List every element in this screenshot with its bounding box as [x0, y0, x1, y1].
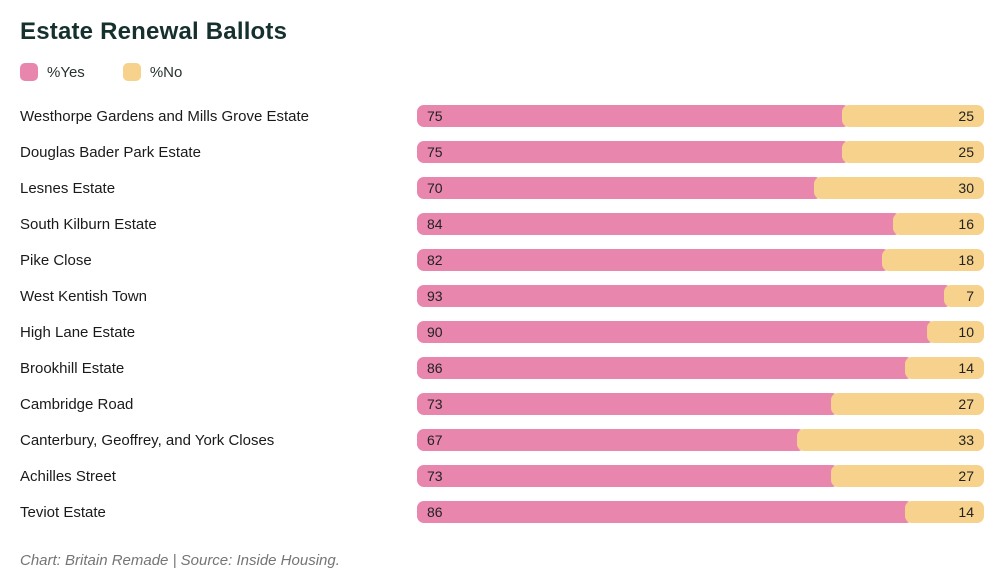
- category-label: Douglas Bader Park Estate: [20, 143, 201, 161]
- category-label: Teviot Estate: [20, 503, 106, 521]
- chart-row: Cambridge Road 73 27: [20, 393, 984, 415]
- no-bar-segment: 14: [904, 501, 984, 523]
- category-label: Westhorpe Gardens and Mills Grove Estate: [20, 107, 310, 125]
- no-legend-swatch: [122, 63, 141, 81]
- category-label: Pike Close: [20, 251, 92, 269]
- yes-bar-segment: 93: [417, 285, 953, 307]
- no-legend-label: %No: [149, 63, 183, 81]
- category-label: Cambridge Road: [20, 395, 134, 413]
- yes-bar-segment: 86: [417, 501, 913, 523]
- no-bar-segment: 14: [904, 357, 984, 379]
- chart-row: Teviot Estate 86 14: [20, 501, 984, 523]
- chart-row: Brookhill Estate 86 14: [20, 357, 984, 379]
- stacked-bar-chart: Westhorpe Gardens and Mills Grove Estate…: [20, 105, 984, 523]
- category-label: Canterbury, Geoffrey, and York Closes: [20, 431, 275, 449]
- bar-track: 86 14: [417, 357, 984, 379]
- no-bar-segment: 7: [944, 285, 984, 307]
- bar-track: 86 14: [417, 501, 984, 523]
- chart-row: South Kilburn Estate 84 16: [20, 213, 984, 235]
- no-bar-segment: 16: [893, 213, 984, 235]
- yes-bar-segment: 73: [417, 393, 839, 415]
- no-value-label: 16: [958, 216, 974, 232]
- no-value-label: 27: [958, 396, 974, 412]
- bar-track: 82 18: [417, 249, 984, 271]
- no-value-label: 27: [958, 468, 974, 484]
- yes-bar-segment: 67: [417, 429, 805, 451]
- category-label: South Kilburn Estate: [20, 215, 157, 233]
- yes-value-label: 75: [427, 108, 443, 124]
- bar-track: 73 27: [417, 465, 984, 487]
- yes-value-label: 67: [427, 432, 443, 448]
- bar-track: 75 25: [417, 105, 984, 127]
- bar-track: 70 30: [417, 177, 984, 199]
- yes-bar-segment: 75: [417, 141, 851, 163]
- no-bar-segment: 25: [842, 105, 984, 127]
- no-value-label: 30: [958, 180, 974, 196]
- yes-bar-segment: 84: [417, 213, 902, 235]
- yes-bar-segment: 70: [417, 177, 822, 199]
- chart-row: Westhorpe Gardens and Mills Grove Estate…: [20, 105, 984, 127]
- chart-row: Canterbury, Geoffrey, and York Closes 67 3…: [20, 429, 984, 451]
- chart-row: Pike Close 82 18: [20, 249, 984, 271]
- yes-value-label: 75: [427, 144, 443, 160]
- bar-track: 93 7: [417, 285, 984, 307]
- source-caption: Chart: Britain Remade | Source: Inside H…: [20, 552, 340, 569]
- chart-row: Douglas Bader Park Estate 75 25: [20, 141, 984, 163]
- no-value-label: 14: [958, 360, 974, 376]
- no-bar-segment: 10: [927, 321, 984, 343]
- yes-bar-segment: 82: [417, 249, 890, 271]
- no-bar-segment: 33: [796, 429, 984, 451]
- yes-value-label: 86: [427, 360, 443, 376]
- bar-track: 84 16: [417, 213, 984, 235]
- yes-value-label: 73: [427, 396, 443, 412]
- chart-title: Estate Renewal Ballots: [20, 18, 288, 45]
- yes-value-label: 70: [427, 180, 443, 196]
- chart-row: High Lane Estate 90 10: [20, 321, 984, 343]
- legend-item-no[interactable]: %No: [122, 63, 183, 81]
- yes-value-label: 73: [427, 468, 443, 484]
- no-value-label: 14: [958, 504, 974, 520]
- chart-row: West Kentish Town 93 7: [20, 285, 984, 307]
- no-bar-segment: 25: [842, 141, 984, 163]
- chart-row: Lesnes Estate 70 30: [20, 177, 984, 199]
- no-value-label: 18: [958, 252, 974, 268]
- yes-value-label: 93: [427, 288, 443, 304]
- category-label: Lesnes Estate: [20, 179, 116, 197]
- legend: %Yes %No: [20, 62, 984, 82]
- bar-track: 90 10: [417, 321, 984, 343]
- legend-item-yes[interactable]: %Yes: [20, 63, 85, 81]
- no-bar-segment: 30: [813, 177, 984, 199]
- no-value-label: 25: [958, 108, 974, 124]
- yes-bar-segment: 73: [417, 465, 839, 487]
- no-bar-segment: 18: [881, 249, 984, 271]
- no-value-label: 33: [958, 432, 974, 448]
- bar-track: 73 27: [417, 393, 984, 415]
- no-bar-segment: 27: [830, 393, 984, 415]
- bar-track: 75 25: [417, 141, 984, 163]
- no-bar-segment: 27: [830, 465, 984, 487]
- category-label: Achilles Street: [20, 467, 116, 485]
- yes-bar-segment: 75: [417, 105, 851, 127]
- yes-legend-swatch: [20, 63, 38, 81]
- category-label: West Kentish Town: [20, 287, 148, 305]
- yes-legend-label: %Yes: [47, 63, 85, 81]
- no-value-label: 10: [958, 324, 974, 340]
- yes-value-label: 84: [427, 216, 443, 232]
- category-label: High Lane Estate: [20, 323, 136, 341]
- yes-value-label: 86: [427, 504, 443, 520]
- yes-bar-segment: 90: [417, 321, 936, 343]
- no-value-label: 7: [966, 288, 974, 304]
- chart-row: Achilles Street 73 27: [20, 465, 984, 487]
- category-label: Brookhill Estate: [20, 359, 125, 377]
- yes-bar-segment: 86: [417, 357, 913, 379]
- no-value-label: 25: [958, 144, 974, 160]
- yes-value-label: 82: [427, 252, 443, 268]
- bar-track: 67 33: [417, 429, 984, 451]
- yes-value-label: 90: [427, 324, 443, 340]
